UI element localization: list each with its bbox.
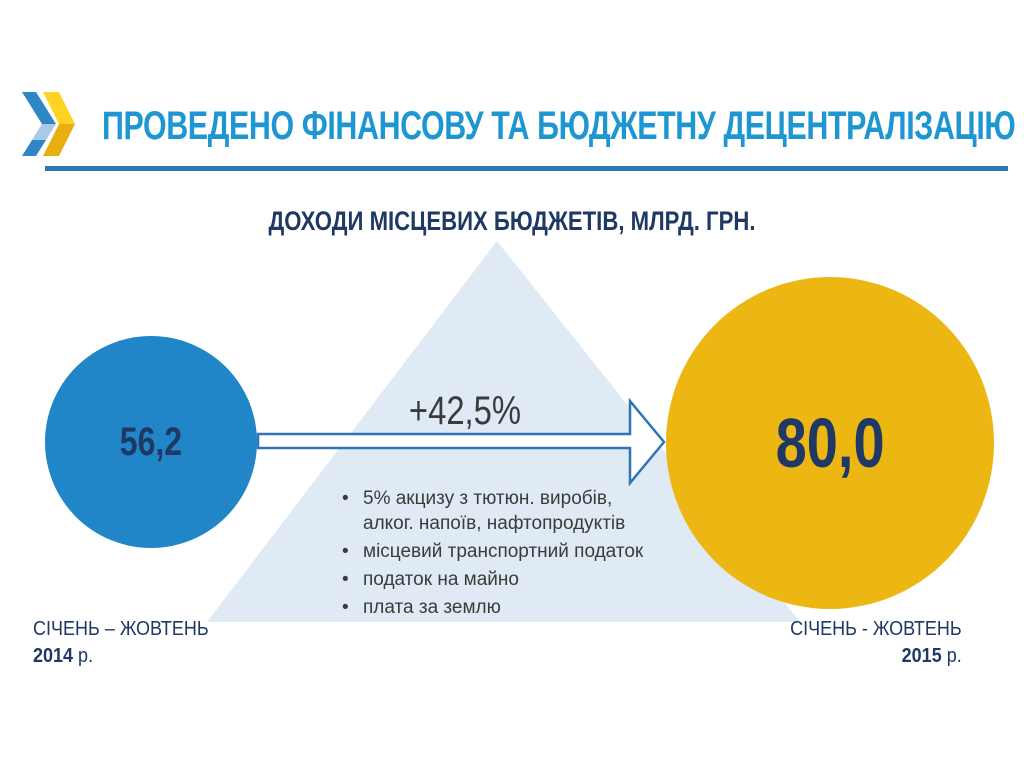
chart-title-wrap: ДОХОДИ МІСЦЕВИХ БЮДЖЕТІВ, МЛРД. ГРН. [0,206,1024,236]
growth-arrow-icon [256,398,666,487]
value-circle-2015: 80,0 [666,277,994,609]
value-2014: 56,2 [119,419,183,464]
list-item: місцевий транспортний податок [340,539,646,564]
period-label-2015: СІЧЕНЬ - ЖОВТЕНЬ 2015 р. [790,616,962,670]
list-item: плата за землю [340,595,646,620]
growth-percent-label: +42,5% [408,389,522,433]
list-item: 5% акцизу з тютюн. виробів, алког. напої… [340,486,646,536]
decentralization-chevron-logo [22,92,75,156]
period-months-2014: СІЧЕНЬ – ЖОВТЕНЬ [33,618,209,640]
period-year-2015: 2015 р. [901,645,962,667]
period-year-2014: 2014 р. [33,645,94,667]
value-circle-2014: 56,2 [45,336,257,548]
title-underline [45,166,1008,171]
chart-title: ДОХОДИ МІСЦЕВИХ БЮДЖЕТІВ, МЛРД. ГРН. [268,206,756,236]
period-label-2014: СІЧЕНЬ – ЖОВТЕНЬ 2014 р. [33,616,209,670]
slide-title: ПРОВЕДЕНО ФІНАНСОВУ ТА БЮДЖЕТНУ ДЕЦЕНТРА… [102,104,1016,148]
tax-sources-list: 5% акцизу з тютюн. виробів, алког. напої… [340,486,646,623]
value-2015: 80,0 [775,404,885,482]
period-months-2015: СІЧЕНЬ - ЖОВТЕНЬ [790,618,962,640]
list-item: податок на майно [340,567,646,592]
